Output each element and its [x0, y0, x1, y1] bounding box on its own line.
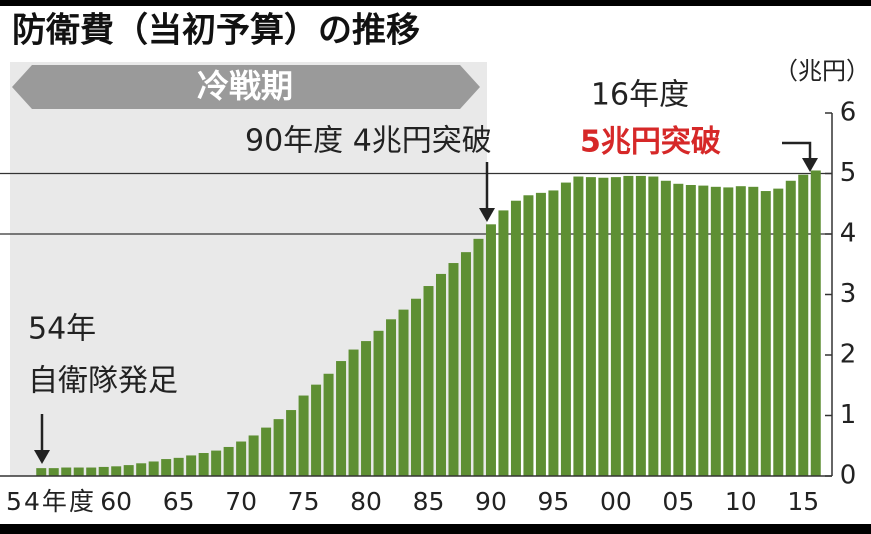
bar [311, 384, 322, 476]
annotation: 自衛隊発足 [28, 364, 178, 399]
x-tick-label: 15 [787, 487, 819, 516]
x-tick-label: 95 [538, 487, 570, 516]
bar [161, 459, 172, 476]
bar [523, 195, 534, 476]
bar [510, 200, 521, 476]
bar [748, 186, 759, 476]
x-tick-label: 00 [600, 487, 632, 516]
bar [123, 465, 134, 476]
bar [610, 177, 621, 476]
y-tick-label: 6 [840, 98, 857, 128]
period-label: 冷戦期 [197, 67, 293, 105]
y-tick-label: 1 [840, 400, 857, 430]
bar [261, 427, 272, 476]
bar [98, 466, 109, 476]
bar [211, 450, 222, 476]
y-tick-label: 5 [840, 158, 857, 188]
period-banner [12, 65, 480, 109]
bar [186, 455, 197, 476]
bar [386, 319, 397, 476]
arrowhead [34, 450, 50, 464]
bar [623, 175, 634, 477]
bar [398, 309, 409, 476]
x-tick-label: 70 [225, 487, 257, 516]
x-tick-label: 75 [288, 487, 320, 516]
y-axis-label: （兆円） [774, 57, 870, 85]
bar [423, 286, 434, 476]
leader-line [782, 141, 812, 160]
bar [698, 185, 709, 476]
bar [485, 224, 496, 476]
bar [773, 188, 784, 476]
x-tick-label: 90 [475, 487, 507, 516]
x-tick-label: 54年度 [6, 487, 94, 516]
x-tick-label: 65 [163, 487, 195, 516]
bar [585, 177, 596, 476]
bar [560, 182, 571, 476]
bar [373, 330, 384, 476]
bar [86, 467, 97, 476]
arrowhead [479, 208, 495, 222]
bar [361, 341, 372, 476]
bar [111, 466, 122, 476]
bar [336, 361, 347, 476]
y-tick-label: 4 [840, 219, 857, 249]
bar [348, 349, 359, 476]
chart-title: 防衛費（当初予算）の推移 [12, 11, 420, 51]
bar [735, 186, 746, 476]
bar [760, 191, 771, 477]
bar [673, 183, 684, 476]
arrowhead [802, 158, 818, 172]
bar [573, 176, 584, 476]
annotation: 90年度 4兆円突破 [245, 124, 492, 159]
bar [723, 187, 734, 477]
bar [498, 210, 509, 476]
bar [236, 441, 247, 476]
y-tick-label: 0 [840, 461, 857, 491]
bar [685, 184, 696, 476]
bar [411, 298, 422, 476]
bar [198, 453, 209, 476]
bar [798, 174, 809, 476]
x-tick-label: 85 [413, 487, 445, 516]
x-tick-label: 05 [662, 487, 694, 516]
bar [460, 252, 471, 476]
bar [660, 180, 671, 476]
bar [448, 263, 459, 476]
bar [598, 177, 609, 477]
bar [36, 468, 47, 476]
bar [473, 238, 484, 476]
bar [710, 186, 721, 476]
bar [148, 461, 159, 476]
bar [535, 192, 546, 477]
bar [635, 175, 646, 477]
bar [136, 463, 147, 476]
bar [435, 273, 446, 476]
bar [298, 395, 309, 476]
plot: 54年度 60 65 70 75 80 85 90 95 00 05 10 15 0 1 2 3 4 5 6 [0, 98, 857, 516]
bar [273, 419, 284, 476]
annotation: 16年度 [591, 78, 689, 113]
x-tick-label: 80 [350, 487, 382, 516]
bar [810, 170, 821, 476]
bar [48, 468, 59, 476]
bar [323, 373, 334, 476]
annotation: 5兆円突破 [580, 125, 721, 160]
bar [548, 190, 559, 476]
bar [223, 446, 234, 476]
bar [286, 410, 297, 476]
bar [648, 176, 659, 476]
bar [173, 457, 184, 476]
bar [61, 467, 72, 476]
x-tick-label: 10 [725, 487, 757, 516]
bar [785, 180, 796, 476]
y-tick-label: 2 [840, 340, 857, 370]
bar [248, 435, 259, 476]
x-tick-label: 60 [100, 487, 132, 516]
bar [73, 467, 84, 476]
y-tick-label: 3 [840, 279, 857, 309]
annotation: 54年 [28, 312, 96, 347]
